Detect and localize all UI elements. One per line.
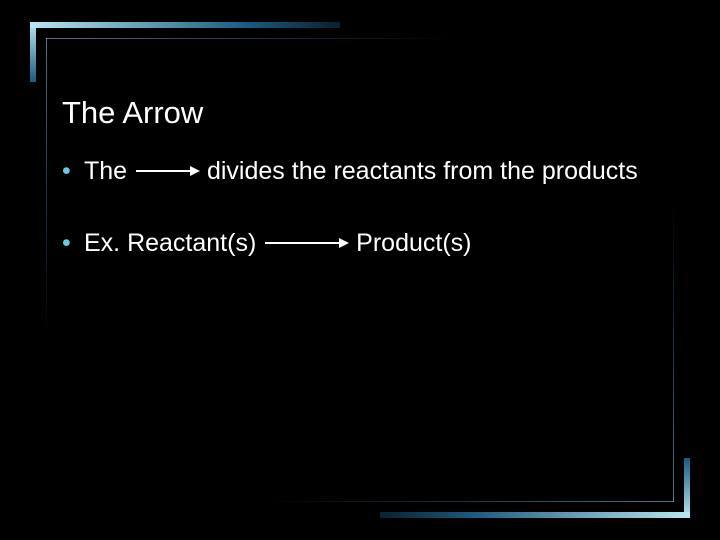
bullet-list: The divides the reactants from the produ… bbox=[62, 155, 658, 262]
frame-corner-br-vertical bbox=[684, 458, 690, 518]
bullet2-text-after: Product(s) bbox=[349, 229, 471, 257]
slide-content: The Arrow The divides the reactants from… bbox=[62, 95, 658, 300]
frame-inner-left bbox=[46, 38, 47, 502]
bullet-item-1: The divides the reactants from the produ… bbox=[84, 155, 658, 189]
frame-inner-bottom bbox=[46, 501, 674, 502]
bullet1-text-after: divides the reactants from the products bbox=[200, 157, 638, 185]
frame-inner-top bbox=[46, 38, 674, 39]
frame-corner-br-horizontal bbox=[380, 512, 690, 518]
bullet1-text-before: The bbox=[84, 157, 134, 185]
slide-title: The Arrow bbox=[62, 95, 658, 131]
frame-inner-right bbox=[673, 38, 674, 502]
bullet2-text-before: Ex. Reactant(s) bbox=[84, 229, 263, 257]
arrow-icon bbox=[134, 154, 200, 188]
frame-corner-tl-vertical bbox=[30, 22, 36, 82]
arrow-icon bbox=[263, 226, 349, 260]
frame-corner-tl-horizontal bbox=[30, 22, 340, 28]
bullet-item-2: Ex. Reactant(s) Product(s) bbox=[84, 227, 658, 261]
